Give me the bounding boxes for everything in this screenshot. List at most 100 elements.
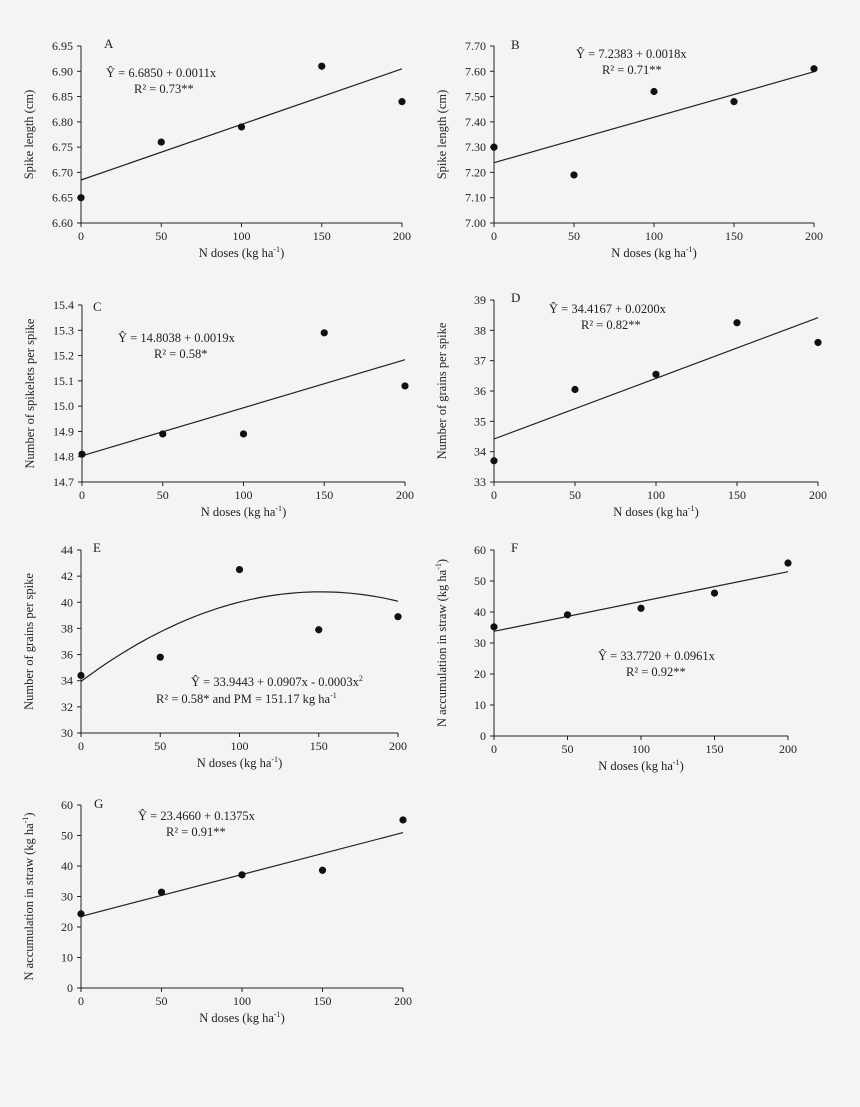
data-point: [814, 338, 822, 347]
y-axis-title-part-0: Spike length (cm): [22, 90, 36, 180]
r-squared-label-part-1: -1: [330, 691, 337, 700]
y-axis-title-part-0: N accumulation in straw (kg ha: [435, 569, 449, 727]
y-tick-label: 33: [474, 475, 486, 489]
r-squared-label: R² = 0.73**: [134, 82, 194, 96]
x-axis-title: N doses (kg ha-1): [598, 758, 683, 773]
y-axis-title-part-0: Number of spikelets per spike: [23, 318, 37, 468]
regression-equation-part-1: 2: [359, 674, 363, 683]
data-point: [401, 382, 409, 390]
y-tick-label: 50: [474, 574, 486, 588]
data-point: [77, 671, 85, 680]
y-tick-label: 7.50: [465, 90, 486, 104]
regression-equation: Ŷ = 7.2383 + 0.0018x: [576, 47, 687, 61]
regression-linear: [493, 571, 789, 632]
x-tick-label: 50: [568, 229, 580, 243]
r-squared-label-part-0: R² = 0.71**: [602, 63, 662, 77]
x-tick-label: 150: [314, 994, 332, 1008]
data-point: [784, 559, 792, 567]
x-tick-label: 100: [645, 229, 663, 243]
data-point: [710, 589, 719, 597]
regression-equation-part-0: Ŷ = 33.7720 + 0.0961x: [598, 649, 716, 663]
x-tick-label: 200: [394, 994, 412, 1008]
x-tick-label: 150: [313, 229, 331, 243]
x-axis-title-part-1: -1: [271, 755, 278, 764]
x-tick-label: 50: [154, 739, 166, 753]
x-tick-label: 0: [491, 742, 497, 756]
regression-equation-part-0: Ŷ = 33.9443 + 0.0907x - 0.0003x: [191, 675, 360, 689]
x-tick-label: 100: [647, 488, 665, 502]
y-tick-label: 38: [61, 621, 73, 635]
y-axis-title: N accumulation in straw (kg ha-1): [434, 559, 449, 727]
x-axis-title-part-2: ): [280, 246, 284, 260]
chart-panel-d: 33 34 35 36 37 38 39 0 50 100 150 200 N doses (kg ha…: [435, 290, 827, 519]
x-axis-title-part-0: N doses (kg ha: [611, 246, 686, 260]
x-axis-title-part-2: ): [680, 759, 684, 773]
data-point: [650, 87, 658, 96]
y-tick-label: 6.85: [52, 90, 73, 104]
r-squared-label-part-0: R² = 0.82**: [581, 318, 641, 332]
x-tick-label: 150: [728, 488, 746, 502]
data-point: [810, 65, 818, 73]
regression-equation-part-0: Ŷ = 34.4167 + 0.0200x: [549, 302, 667, 316]
x-axis-title: N doses (kg ha-1): [611, 245, 696, 260]
regression-linear: [493, 71, 815, 164]
data-point: [563, 611, 572, 619]
x-tick-label: 200: [393, 229, 411, 243]
data-point: [78, 450, 86, 458]
data-point: [156, 653, 164, 661]
y-tick-label: 30: [61, 726, 73, 740]
y-tick-label: 14.8: [53, 450, 74, 464]
y-tick-label: 6.65: [52, 191, 73, 205]
data-point: [235, 566, 244, 574]
x-tick-label: 150: [310, 739, 328, 753]
data-point: [571, 385, 579, 394]
y-axis-title-part-2: ): [22, 812, 36, 816]
y-tick-label: 40: [61, 595, 73, 609]
regression-equation: Ŷ = 6.6850 + 0.0011x: [106, 66, 217, 80]
panel-label: D: [511, 290, 520, 305]
y-tick-label: 60: [61, 798, 73, 812]
x-axis-title-part-2: ): [278, 756, 282, 770]
y-tick-label: 7.10: [465, 191, 486, 205]
x-tick-label: 0: [78, 739, 84, 753]
x-tick-label: 0: [79, 488, 85, 502]
data-point: [399, 816, 407, 824]
x-tick-label: 50: [562, 742, 574, 756]
x-axis-title-part-2: ): [695, 505, 699, 519]
y-axis-title: Number of spikelets per spike: [23, 318, 37, 468]
y-tick-label: 14.9: [53, 424, 74, 438]
r-squared-label-part-0: R² = 0.58* and PM = 151.17 kg ha: [156, 692, 331, 706]
y-axis-title-part-1: -1: [434, 563, 443, 570]
x-axis-title: N doses (kg ha-1): [201, 504, 286, 519]
y-tick-label: 30: [474, 636, 486, 650]
y-tick-label: 7.30: [465, 140, 486, 154]
data-point: [652, 370, 660, 378]
y-tick-label: 20: [474, 667, 486, 681]
y-axis-title-part-0: N accumulation in straw (kg ha: [22, 823, 36, 981]
y-tick-label: 7.70: [465, 39, 486, 53]
x-tick-label: 200: [809, 488, 827, 502]
panel-label: B: [511, 37, 520, 52]
r-squared-label: R² = 0.82**: [581, 318, 641, 332]
r-squared-label: R² = 0.92**: [626, 665, 686, 679]
x-axis-title-part-1: -1: [673, 758, 680, 767]
chart-panel-e: 30 32 34 36 38 40 42 44 0 50 100 150 200 N doses (kg …: [22, 540, 407, 770]
y-tick-label: 40: [61, 859, 73, 873]
y-tick-label: 20: [61, 920, 73, 934]
x-tick-label: 100: [632, 742, 650, 756]
chart-panel-b: 7.00 7.10 7.20 7.30 7.40 7.50 7.60 7.70 0 50 100 15…: [435, 37, 823, 260]
y-tick-label: 38: [474, 323, 486, 337]
y-tick-label: 60: [474, 543, 486, 557]
x-tick-label: 50: [156, 994, 168, 1008]
regression-equation: Ŷ = 14.8038 + 0.0019x: [118, 331, 236, 345]
data-point: [490, 623, 498, 631]
regression-equation-part-0: Ŷ = 7.2383 + 0.0018x: [576, 47, 687, 61]
y-tick-label: 30: [61, 890, 73, 904]
y-tick-label: 34: [61, 674, 73, 688]
regression-equation-part-0: Ŷ = 23.4660 + 0.1375x: [138, 809, 256, 823]
y-axis-title-part-1: -1: [21, 817, 30, 824]
x-axis-title-part-2: ): [282, 505, 286, 519]
x-axis-title-part-1: -1: [274, 1010, 281, 1019]
